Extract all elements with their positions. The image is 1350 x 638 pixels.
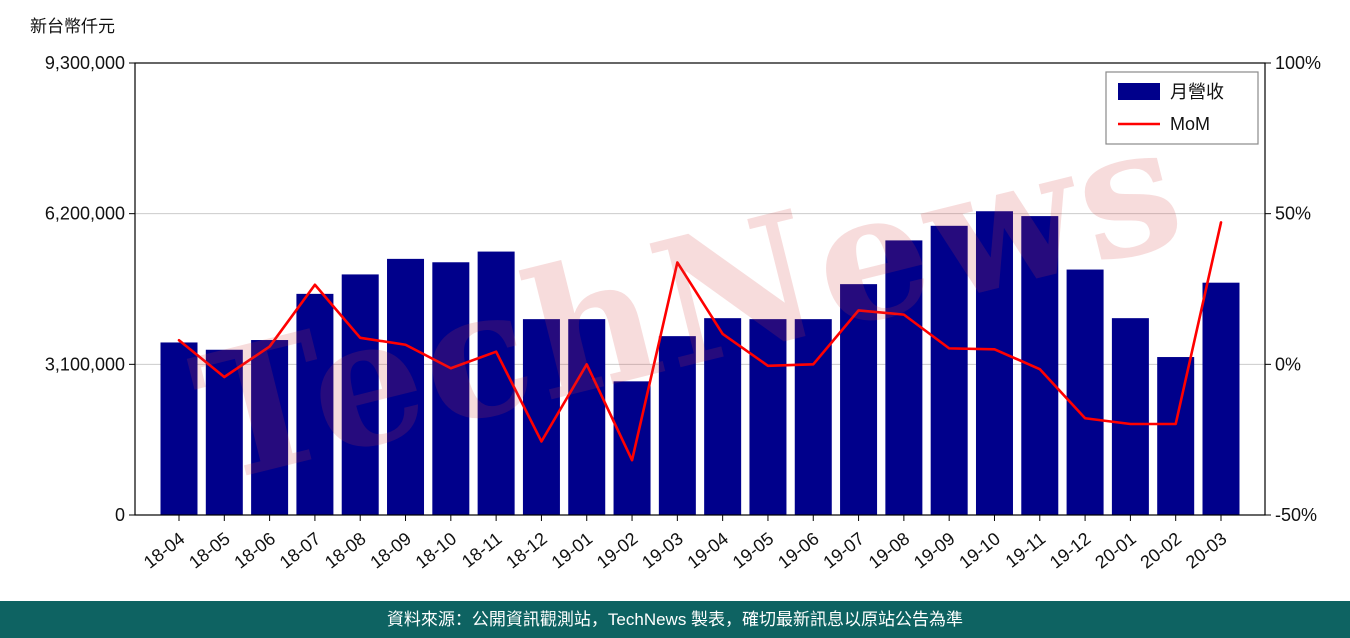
revenue-bar-18-09: [387, 258, 425, 515]
right-tick-label: 100%: [1275, 53, 1321, 73]
x-tick-label-20-01: 20-01: [1091, 528, 1140, 572]
revenue-bar-20-01: [1111, 318, 1149, 515]
mom-line: [177, 221, 1223, 462]
revenue-bar-19-09: [930, 225, 968, 515]
revenue-bar-18-07: [296, 293, 334, 515]
revenue-bar-19-08: [885, 240, 923, 516]
left-tick-label: 9,300,000: [45, 53, 125, 73]
legend-revenue-swatch: [1118, 83, 1160, 100]
revenue-bar-19-11: [1021, 216, 1059, 515]
right-tick-label: 50%: [1275, 204, 1311, 224]
x-tick-label-18-04: 18-04: [140, 528, 189, 572]
x-tick-label-19-05: 19-05: [729, 528, 778, 572]
revenue-bar-19-07: [840, 284, 878, 515]
x-tick-label-19-03: 19-03: [638, 528, 687, 572]
right-tick-label: 0%: [1275, 354, 1301, 374]
x-tick-label-19-11: 19-11: [1002, 528, 1050, 571]
plot-border: [134, 62, 1266, 516]
revenue-bar-18-08: [341, 274, 379, 515]
left-tick-label: 0: [115, 505, 125, 525]
revenue-bar-18-04: [160, 342, 198, 515]
x-tick-label-19-10: 19-10: [955, 528, 1004, 572]
x-tick-label-19-01: 19-01: [548, 528, 597, 572]
revenue-bar-19-06: [794, 319, 832, 515]
revenue-bar-18-06: [251, 340, 289, 515]
x-tick-label-19-07: 19-07: [819, 528, 868, 572]
x-tick-label-19-12: 19-12: [1046, 528, 1095, 572]
revenue-bar-19-12: [1066, 269, 1104, 515]
revenue-bar-18-10: [432, 262, 470, 515]
revenue-bar-20-03: [1202, 282, 1240, 515]
x-tick-label-19-04: 19-04: [684, 528, 733, 572]
legend-revenue-label: 月營收: [1170, 82, 1224, 102]
x-tick-label-18-07: 18-07: [276, 528, 325, 572]
source-footer: 資料來源：公開資訊觀測站，TechNews 製表，確切最新訊息以原站公告為準: [0, 601, 1350, 638]
revenue-bar-19-10: [975, 211, 1013, 515]
left-tick-label: 3,100,000: [45, 354, 125, 374]
revenue-bar-19-01: [568, 319, 606, 515]
x-tick-label-19-09: 19-09: [910, 528, 959, 572]
x-tick-label-18-05: 18-05: [185, 528, 234, 572]
revenue-bar-18-05: [205, 349, 243, 515]
x-tick-label-18-06: 18-06: [230, 528, 279, 572]
x-tick-label-19-08: 19-08: [865, 528, 914, 572]
x-tick-label-18-12: 18-12: [502, 528, 551, 572]
revenue-bar-20-02: [1157, 357, 1195, 515]
x-tick-label-19-06: 19-06: [774, 528, 823, 572]
x-tick-label-19-02: 19-02: [593, 528, 642, 572]
right-tick-label: -50%: [1275, 505, 1317, 525]
revenue-bar-18-11: [477, 251, 515, 515]
x-tick-label-20-02: 20-02: [1137, 528, 1186, 572]
legend-mom-label: MoM: [1170, 114, 1210, 134]
x-tick-label-18-10: 18-10: [412, 528, 461, 572]
x-tick-label-18-09: 18-09: [366, 528, 415, 572]
revenue-bar-19-05: [749, 319, 787, 515]
y-axis-title: 新台幣仟元: [30, 17, 115, 36]
left-tick-label: 6,200,000: [45, 204, 125, 224]
x-tick-label-20-03: 20-03: [1182, 528, 1231, 572]
revenue-chart: 0 3,100,000 6,200,000 9,300,000 -50% 0% 50% 100…: [45, 53, 1321, 573]
revenue-bar-19-03: [658, 336, 696, 515]
revenue-bar-19-04: [704, 318, 742, 515]
x-tick-label-18-11: 18-11: [458, 528, 506, 571]
x-tick-label-18-08: 18-08: [321, 528, 370, 572]
